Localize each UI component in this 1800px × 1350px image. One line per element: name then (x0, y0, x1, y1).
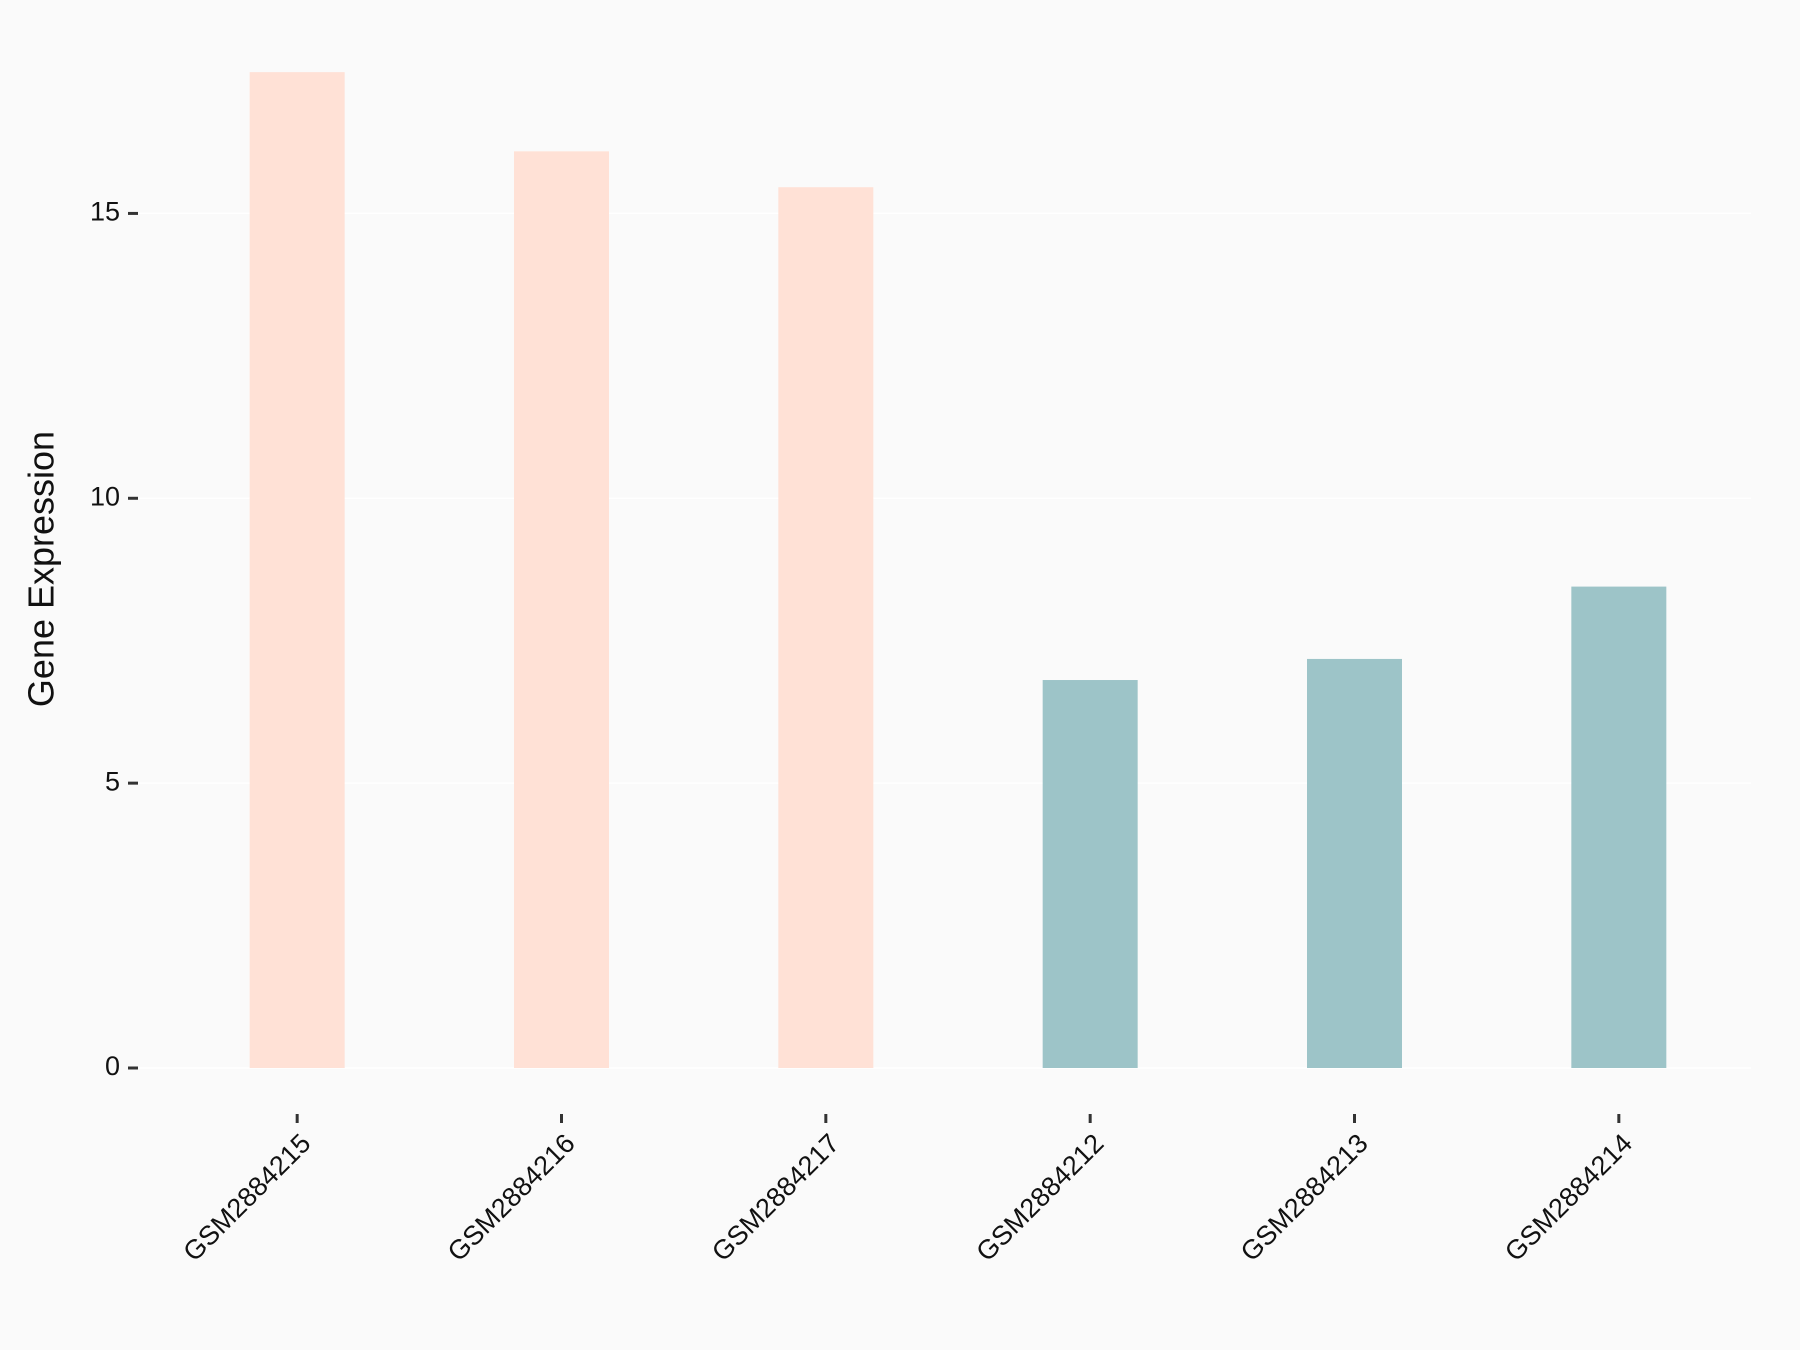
bar (514, 151, 609, 1068)
x-tick-label: GSM2884216 (442, 1128, 581, 1267)
bar (1042, 680, 1138, 1068)
y-tick-label: 10 (90, 481, 120, 511)
bar (1307, 658, 1402, 1068)
x-tick-label: GSM2884214 (1499, 1128, 1638, 1267)
x-tick-label: GSM2884213 (1235, 1128, 1374, 1267)
bar (249, 72, 345, 1069)
x-tick-label: GSM2884215 (177, 1128, 316, 1267)
x-tick-label: GSM2884212 (970, 1128, 1109, 1267)
bar (1571, 586, 1667, 1068)
y-axis-title: Gene Expression (21, 431, 62, 707)
y-tick-label: 15 (90, 197, 120, 227)
x-tick-label: GSM2884217 (706, 1128, 845, 1267)
y-tick-label: 5 (105, 766, 120, 796)
bar (778, 187, 874, 1069)
y-tick-label: 0 (105, 1051, 120, 1081)
